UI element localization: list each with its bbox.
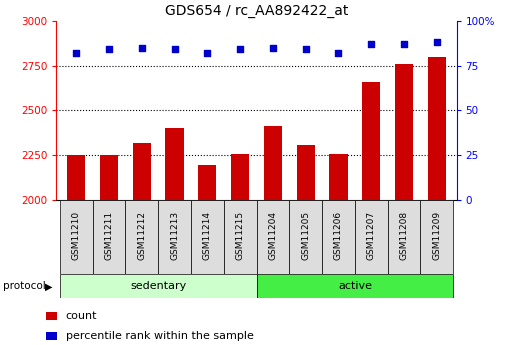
Text: active: active xyxy=(338,282,372,291)
Text: GSM11214: GSM11214 xyxy=(203,211,212,260)
Point xyxy=(367,41,376,47)
Bar xyxy=(388,200,421,274)
Bar xyxy=(46,332,57,339)
Bar xyxy=(297,145,314,345)
Point xyxy=(433,39,441,45)
Point xyxy=(72,50,80,56)
Bar xyxy=(231,154,249,345)
Bar xyxy=(289,200,322,274)
Bar xyxy=(60,200,92,274)
Point xyxy=(203,50,211,56)
Bar xyxy=(100,155,118,345)
Point xyxy=(236,47,244,52)
Text: GSM11209: GSM11209 xyxy=(432,211,441,260)
Text: protocol: protocol xyxy=(3,282,45,291)
Bar xyxy=(60,274,256,298)
Bar xyxy=(191,200,224,274)
Bar xyxy=(395,64,413,345)
Bar xyxy=(362,82,380,345)
Text: GSM11215: GSM11215 xyxy=(235,211,245,260)
Text: GSM11206: GSM11206 xyxy=(334,211,343,260)
Bar xyxy=(256,274,453,298)
Point xyxy=(105,47,113,52)
Point xyxy=(269,45,277,50)
Text: GSM11212: GSM11212 xyxy=(137,211,146,260)
Bar xyxy=(67,155,85,345)
Text: ▶: ▶ xyxy=(45,282,52,291)
Bar xyxy=(355,200,388,274)
Text: percentile rank within the sample: percentile rank within the sample xyxy=(66,331,254,341)
Bar xyxy=(322,200,355,274)
Bar xyxy=(166,128,184,345)
Bar xyxy=(256,200,289,274)
Bar xyxy=(158,200,191,274)
Point xyxy=(334,50,343,56)
Point xyxy=(137,45,146,50)
Bar xyxy=(329,154,347,345)
Text: sedentary: sedentary xyxy=(130,282,186,291)
Text: GSM11213: GSM11213 xyxy=(170,211,179,260)
Bar xyxy=(125,200,158,274)
Text: GSM11210: GSM11210 xyxy=(72,211,81,260)
Text: count: count xyxy=(66,311,97,321)
Bar xyxy=(264,126,282,345)
Text: GSM11204: GSM11204 xyxy=(268,211,278,260)
Bar xyxy=(421,200,453,274)
Point xyxy=(400,41,408,47)
Title: GDS654 / rc_AA892422_at: GDS654 / rc_AA892422_at xyxy=(165,4,348,18)
Point xyxy=(170,47,179,52)
Bar xyxy=(224,200,256,274)
Bar xyxy=(199,165,216,345)
Bar xyxy=(46,312,57,320)
Text: GSM11211: GSM11211 xyxy=(105,211,113,260)
Bar xyxy=(428,57,446,345)
Text: GSM11205: GSM11205 xyxy=(301,211,310,260)
Bar xyxy=(133,143,151,345)
Text: GSM11207: GSM11207 xyxy=(367,211,376,260)
Point xyxy=(302,47,310,52)
Text: GSM11208: GSM11208 xyxy=(400,211,408,260)
Bar xyxy=(92,200,125,274)
